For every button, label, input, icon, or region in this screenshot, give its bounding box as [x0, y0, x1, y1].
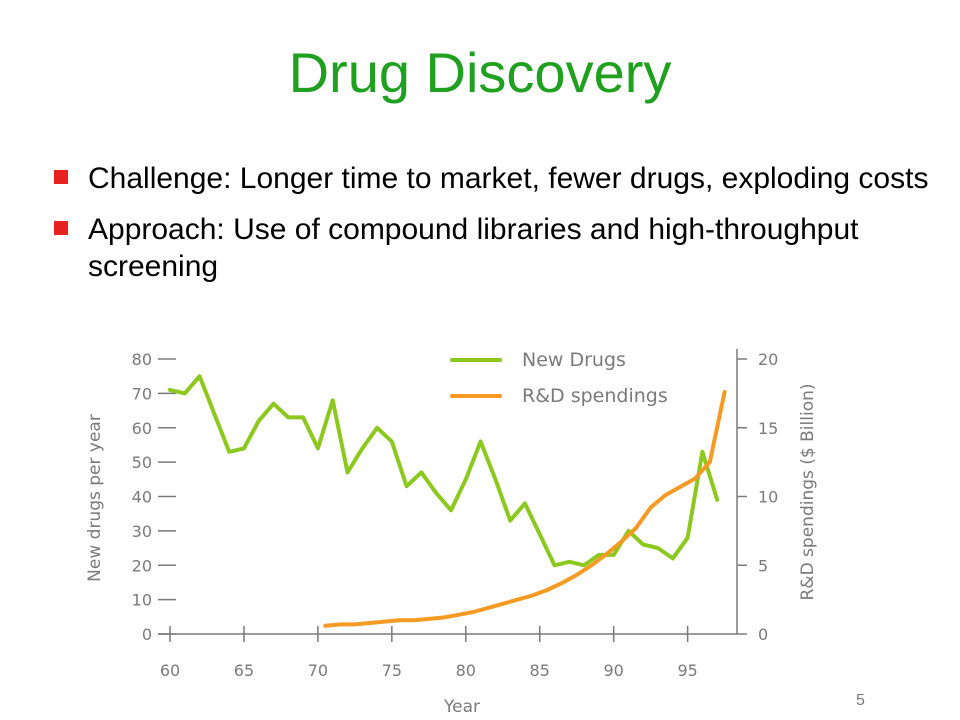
x-tick-label: 70 [308, 661, 328, 680]
x-tick-label: 85 [530, 661, 550, 680]
y2-tick-label: 10 [758, 488, 778, 507]
x-tick-label: 90 [604, 661, 624, 680]
x-tick-label: 80 [456, 661, 476, 680]
y2-axis-label: R&D spendings ($ Billion) [798, 384, 818, 601]
page-number: 5 [856, 692, 865, 709]
bullet-item-challenge: Challenge: Longer time to market, fewer … [52, 160, 932, 197]
x-tick-label: 65 [234, 661, 254, 680]
bullet-text: Challenge: Longer time to market, fewer … [88, 162, 929, 195]
series-line-r-d-spendings [323, 390, 727, 628]
x-tick-label: 95 [677, 661, 697, 680]
y-tick-label: 10 [132, 591, 152, 610]
legend-label: R&D spendings [522, 385, 668, 407]
y-tick-label: 70 [132, 384, 152, 403]
y-tick-label: 40 [132, 488, 152, 507]
y2-tick-label: 0 [758, 625, 768, 644]
drug-discovery-chart: 60 65 70 75 80 85 90 95 0 10 20 30 40 50 60 70 80 0 5 10 15 2… [85, 349, 818, 717]
bullet-list: Challenge: Longer time to market, fewer … [52, 160, 932, 299]
y-tick-label: 60 [132, 419, 152, 438]
y2-tick-label: 20 [758, 350, 778, 369]
y-tick-label: 80 [132, 350, 152, 369]
bullet-text: Approach: Use of compound libraries and … [88, 213, 859, 283]
y2-tick-label: 5 [758, 556, 768, 575]
y-axis-label: New drugs per year [85, 414, 105, 582]
bullet-square-icon [54, 170, 68, 184]
y2-tick-label: 15 [758, 419, 778, 438]
bullet-item-approach: Approach: Use of compound libraries and … [52, 211, 932, 285]
legend-label: New Drugs [522, 349, 626, 371]
slide-title: Drug Discovery [288, 41, 672, 104]
x-axis-label: Year [443, 697, 480, 717]
y-tick-label: 20 [132, 556, 152, 575]
x-tick-label: 75 [382, 661, 402, 680]
y-tick-label: 30 [132, 522, 152, 541]
y-tick-label: 50 [132, 453, 152, 472]
bullet-square-icon [54, 221, 68, 235]
x-tick-label: 60 [160, 661, 180, 680]
y-tick-label: 0 [142, 625, 152, 644]
